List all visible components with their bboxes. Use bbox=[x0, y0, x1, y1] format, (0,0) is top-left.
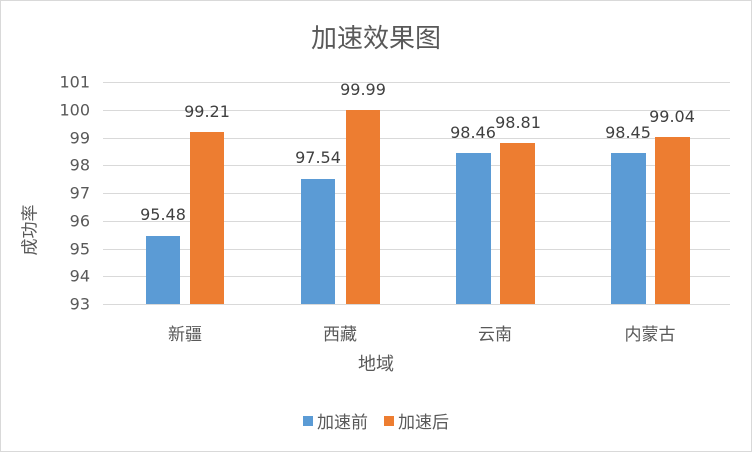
y-tick: 95 bbox=[69, 239, 90, 259]
legend-item-after[interactable]: 加速后 bbox=[384, 408, 449, 433]
chart-title: 加速效果图 bbox=[310, 24, 441, 54]
gridline bbox=[103, 82, 730, 83]
y-tick: 98 bbox=[69, 155, 90, 175]
x-tick: 西藏 bbox=[323, 325, 357, 345]
x-tick: 云南 bbox=[478, 325, 512, 345]
legend-label: 加速后 bbox=[398, 413, 449, 433]
y-tick: 94 bbox=[69, 266, 90, 286]
x-tick: 新疆 bbox=[168, 325, 202, 345]
bar-after-xizang bbox=[346, 110, 380, 304]
bar-after-yunnan bbox=[500, 143, 535, 304]
gridline bbox=[103, 165, 730, 166]
x-axis-label: 地域 bbox=[358, 354, 394, 375]
gridline bbox=[103, 110, 730, 111]
legend-label: 加速前 bbox=[317, 413, 368, 433]
x-tick: 内蒙古 bbox=[624, 325, 676, 345]
legend-swatch-blue bbox=[303, 415, 313, 426]
data-label: 99.99 bbox=[340, 80, 386, 99]
y-tick: 101 bbox=[59, 72, 90, 92]
x-axis-line bbox=[103, 304, 730, 305]
y-tick: 96 bbox=[69, 211, 90, 231]
data-label: 98.46 bbox=[450, 123, 496, 142]
bar-before-yunnan bbox=[456, 153, 491, 304]
y-tick: 93 bbox=[69, 294, 90, 314]
bar-after-xinjiang bbox=[190, 132, 224, 304]
data-label: 99.21 bbox=[184, 102, 230, 121]
legend-item-before[interactable]: 加速前 bbox=[303, 408, 368, 433]
data-label: 98.45 bbox=[605, 123, 651, 142]
y-tick: 100 bbox=[59, 100, 90, 120]
bar-before-xizang bbox=[301, 179, 335, 304]
bar-before-neimenggu bbox=[611, 153, 646, 304]
gridline bbox=[103, 221, 730, 222]
data-label: 98.81 bbox=[495, 113, 541, 132]
legend: 加速前 加速后 bbox=[0, 408, 752, 433]
gridline bbox=[103, 193, 730, 194]
data-label: 99.04 bbox=[649, 107, 695, 126]
bar-before-xinjiang bbox=[146, 236, 180, 304]
gridline bbox=[103, 138, 730, 139]
bar-after-neimenggu bbox=[655, 137, 690, 304]
legend-swatch-orange bbox=[384, 415, 394, 426]
data-label: 97.54 bbox=[295, 148, 341, 167]
y-tick: 97 bbox=[69, 183, 90, 203]
y-axis-label: 成功率 bbox=[20, 204, 41, 256]
y-tick: 99 bbox=[69, 128, 90, 148]
data-label: 95.48 bbox=[140, 205, 186, 224]
gridline bbox=[103, 249, 730, 250]
gridline bbox=[103, 276, 730, 277]
